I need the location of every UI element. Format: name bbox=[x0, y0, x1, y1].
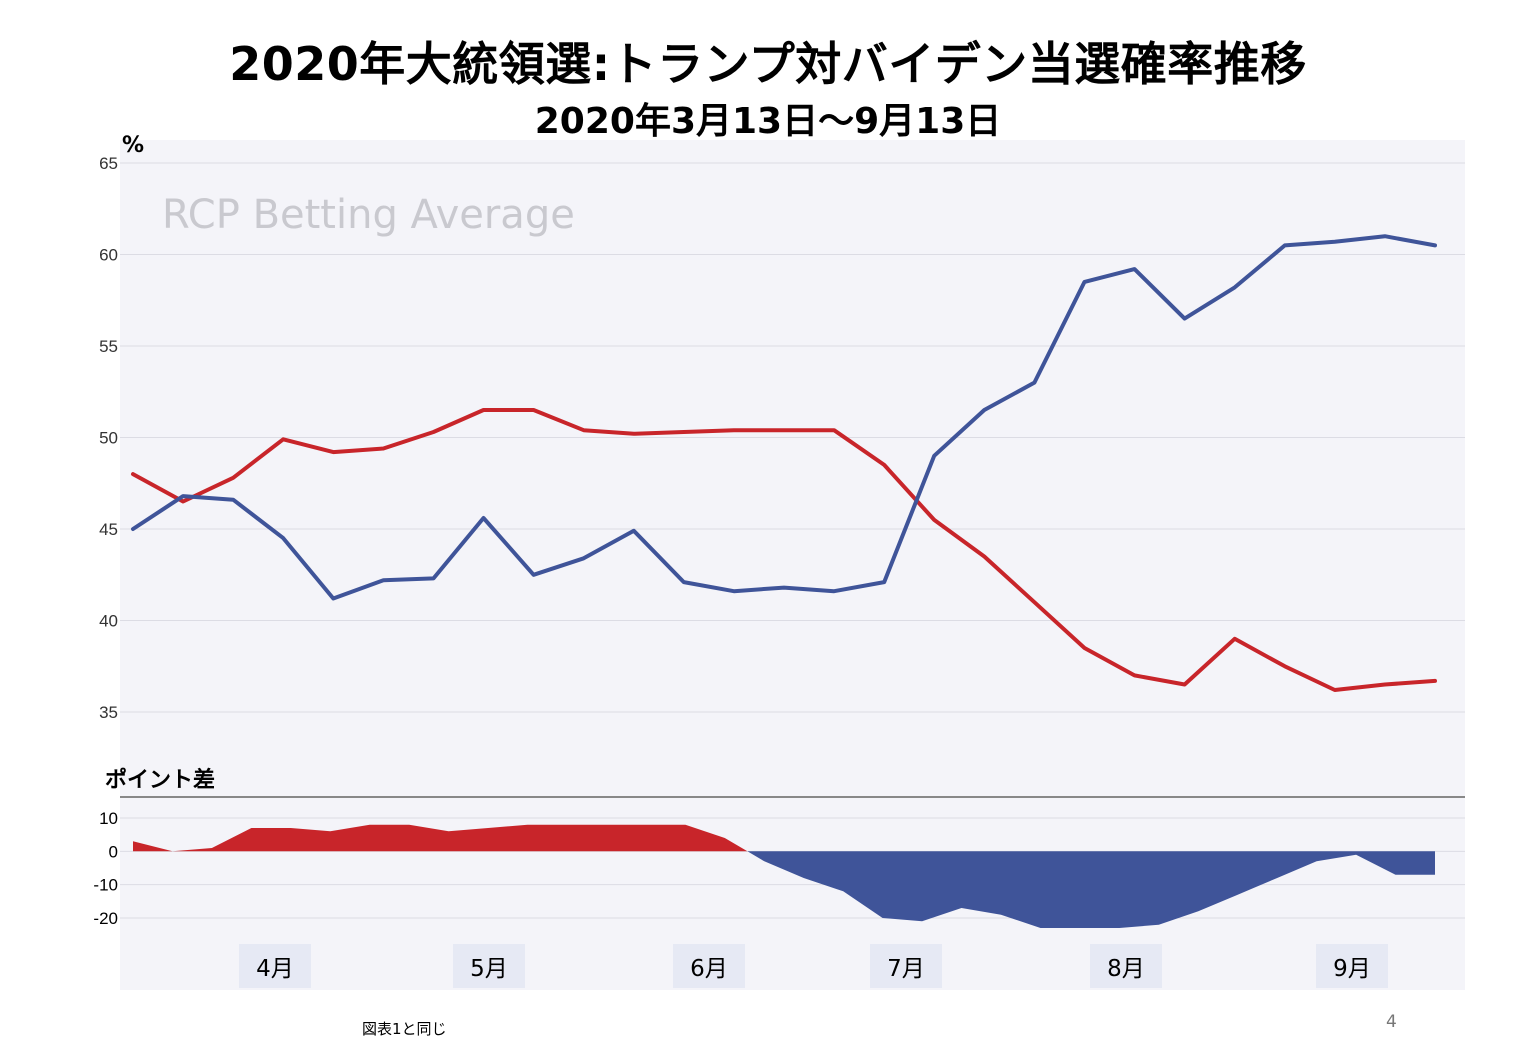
chart-title: 2020年大統領選:トランプ対バイデン当選確率推移 bbox=[229, 37, 1307, 91]
series-line-biden bbox=[131, 234, 1437, 601]
y-tick-label: 45 bbox=[99, 520, 118, 539]
month-label-box bbox=[673, 944, 745, 988]
diff-area-trump-lead bbox=[133, 824, 1435, 852]
y-tick-label: 10 bbox=[99, 809, 118, 828]
month-label: 9月 bbox=[1333, 956, 1371, 982]
y-tick-label: 40 bbox=[99, 612, 118, 631]
month-label-box bbox=[239, 944, 311, 988]
diff-area-biden-lead bbox=[133, 851, 1435, 928]
month-label-box bbox=[870, 944, 942, 988]
y-tick-label: 55 bbox=[99, 337, 118, 356]
month-label: 5月 bbox=[470, 956, 508, 982]
y-tick-label: 65 bbox=[99, 154, 118, 173]
watermark: RCP Betting Average bbox=[162, 192, 575, 238]
source-note: 図表1と同じ bbox=[362, 1020, 447, 1038]
month-label-box bbox=[453, 944, 525, 988]
y-tick-label: -20 bbox=[93, 909, 118, 928]
sub-chart-title: ポイント差 bbox=[105, 767, 215, 793]
chart-subtitle: 2020年3月13日～9月13日 bbox=[534, 101, 1002, 142]
y-axis-unit: % bbox=[122, 133, 144, 158]
y-tick-label: 50 bbox=[99, 429, 118, 448]
page-number: 4 bbox=[1386, 1012, 1397, 1032]
y-tick-label: -10 bbox=[93, 876, 118, 895]
month-label: 7月 bbox=[887, 956, 925, 982]
month-label-box bbox=[1316, 944, 1388, 988]
month-label: 4月 bbox=[256, 956, 294, 982]
y-tick-label: 0 bbox=[109, 842, 118, 861]
chart-canvas: 65 60 55 50 45 40 35% RCP Betting Average ポイント差 1… bbox=[93, 133, 1465, 990]
y-tick-label: 35 bbox=[99, 703, 118, 722]
month-label-box bbox=[1090, 944, 1162, 988]
month-label: 6月 bbox=[690, 956, 728, 982]
month-label: 8月 bbox=[1107, 956, 1145, 982]
series-line-trump bbox=[131, 408, 1437, 692]
y-tick-label: 60 bbox=[99, 246, 118, 265]
